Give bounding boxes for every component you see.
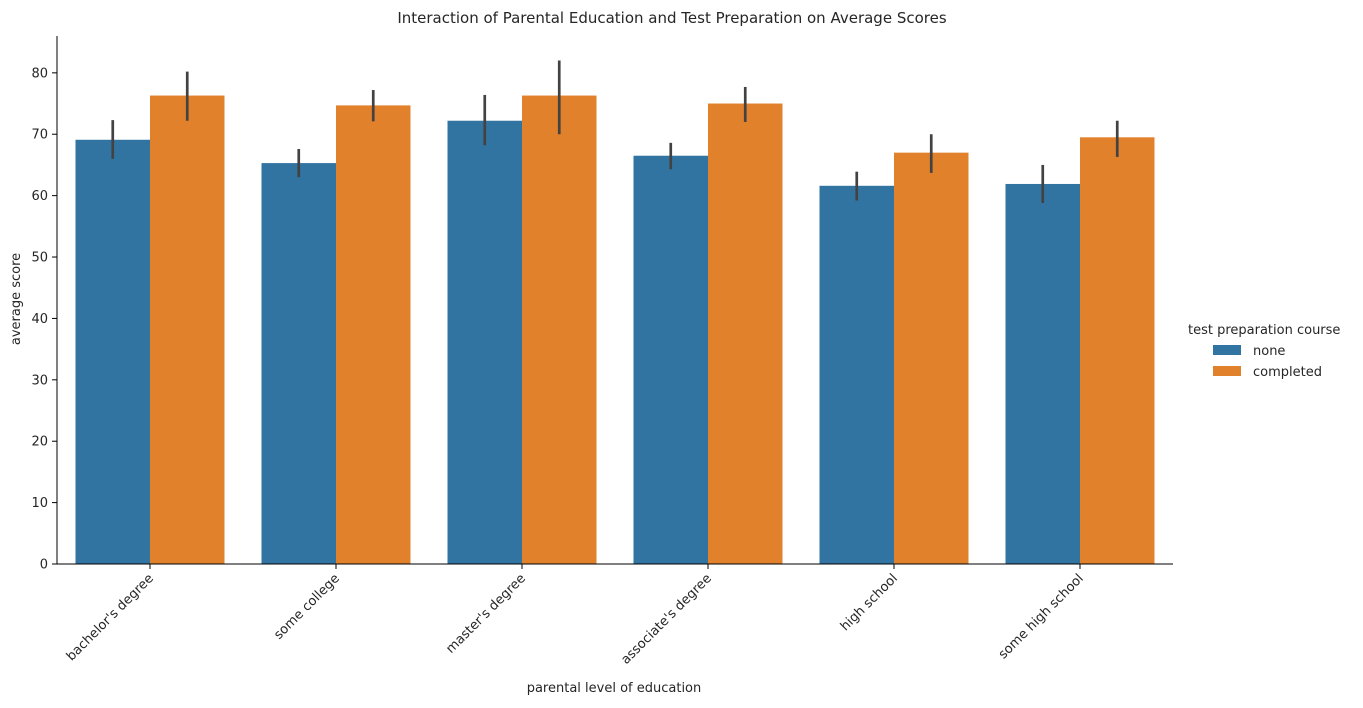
y-tick-label-6: 60 xyxy=(31,189,48,204)
x-axis: bachelor's degree some college master's de… xyxy=(57,563,1173,668)
y-tick-label-4: 40 xyxy=(31,312,48,327)
bar-none-4 xyxy=(819,185,894,565)
y-tick-label-0: 0 xyxy=(40,558,48,573)
bar-completed-5 xyxy=(1080,137,1155,565)
x-tick-label-4: high school xyxy=(838,571,901,634)
error-bars-layer xyxy=(111,60,1119,203)
chart-title: Interaction of Parental Education and Te… xyxy=(397,9,947,27)
x-tick-label-2: master's degree xyxy=(443,571,528,656)
bar-none-5 xyxy=(1005,183,1080,564)
bar-completed-0 xyxy=(150,95,225,565)
bars-layer xyxy=(75,95,1155,565)
bar-completed-4 xyxy=(894,152,969,564)
x-axis-label: parental level of education xyxy=(527,681,702,696)
y-tick-label-1: 10 xyxy=(31,496,48,511)
x-tick-label-0: bachelor's degree xyxy=(64,571,157,664)
x-tick-label-1: some college xyxy=(271,571,342,642)
y-tick-label-7: 70 xyxy=(31,128,48,143)
y-tick-label-8: 80 xyxy=(31,66,48,81)
legend-label-none: none xyxy=(1253,344,1285,359)
x-tick-label-3: associate's degree xyxy=(618,571,714,667)
bar-none-1 xyxy=(261,163,336,564)
bar-completed-3 xyxy=(708,103,783,564)
bar-none-3 xyxy=(633,155,708,564)
y-axis: 0 10 20 30 40 50 60 70 80 xyxy=(31,36,58,573)
legend-label-completed: completed xyxy=(1253,365,1322,380)
bar-completed-2 xyxy=(522,95,597,565)
x-tick-label-5: some high school xyxy=(996,571,1087,662)
y-tick-label-2: 20 xyxy=(31,435,48,450)
legend-title: test preparation course xyxy=(1188,323,1340,338)
bar-none-0 xyxy=(75,139,150,564)
legend-swatch-none xyxy=(1213,345,1241,355)
y-tick-label-3: 30 xyxy=(31,373,48,388)
bar-completed-1 xyxy=(336,105,411,564)
legend-items: none completed xyxy=(1213,344,1322,380)
bar-none-2 xyxy=(447,120,522,564)
y-tick-label-5: 50 xyxy=(31,251,48,266)
legend: test preparation course none completed xyxy=(1188,323,1340,380)
y-axis-label: average score xyxy=(9,253,24,345)
legend-swatch-completed xyxy=(1213,366,1241,376)
